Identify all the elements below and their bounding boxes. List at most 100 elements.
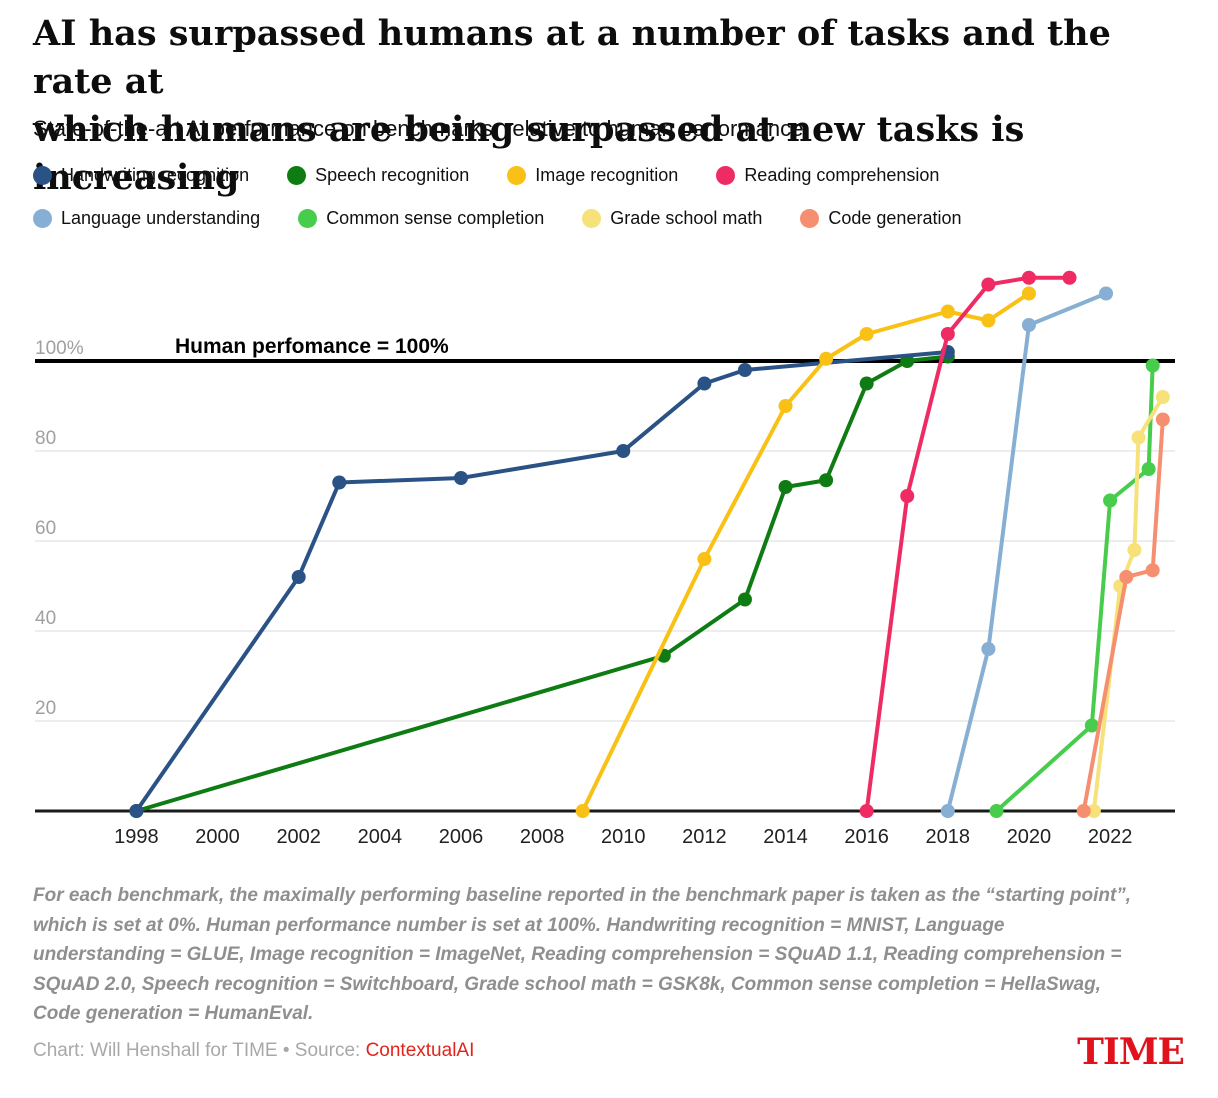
y-tick-label-60: 60 bbox=[35, 518, 56, 539]
series-line-grade-school-math bbox=[1091, 395, 1165, 813]
y-tick-label-80: 80 bbox=[35, 428, 56, 449]
time-logo: TIME bbox=[1077, 1031, 1185, 1073]
series-handwriting-recognition bbox=[129, 345, 955, 818]
legend-dot-icon bbox=[507, 166, 527, 185]
data-point-handwriting-recognition-2002 bbox=[291, 570, 306, 584]
footnote-line: understanding = GLUE, Image recognition … bbox=[33, 944, 1122, 965]
legend-label: Grade school math bbox=[610, 208, 763, 228]
data-point-common-sense-completion-2022.95 bbox=[1141, 462, 1156, 476]
data-point-language-understanding-2021.9 bbox=[1099, 286, 1114, 301]
data-point-reading-comprehension-2020 bbox=[1021, 270, 1036, 285]
credit-prefix: Chart: Will Henshall for TIME • Source: bbox=[33, 1040, 366, 1061]
x-tick-label-2020: 2020 bbox=[1007, 826, 1052, 848]
legend-label: Handwriting recognition bbox=[61, 165, 250, 185]
data-point-code-generation-2021.35 bbox=[1076, 804, 1091, 818]
legend-label: Speech recognition bbox=[315, 165, 470, 185]
data-point-speech-recognition-2015 bbox=[819, 473, 834, 488]
legend-row-1: Handwriting recognition Speech recogniti… bbox=[33, 165, 939, 186]
data-point-image-recognition-2016 bbox=[859, 327, 874, 341]
series-line-speech-recognition bbox=[134, 354, 950, 813]
page-title-line1: AI has surpassed humans at a number of t… bbox=[33, 13, 1111, 102]
data-point-common-sense-completion-2021.55 bbox=[1084, 718, 1099, 733]
credit-line: Chart: Will Henshall for TIME • Source: … bbox=[33, 1040, 474, 1062]
legend-item-reading-comprehension: Reading comprehension bbox=[716, 165, 939, 186]
series-line-code-generation bbox=[1081, 417, 1165, 813]
data-point-image-recognition-2015 bbox=[819, 351, 834, 366]
source-link[interactable]: ContextualAI bbox=[365, 1040, 475, 1061]
y-tick-label-40: 40 bbox=[35, 608, 56, 629]
data-point-speech-recognition-2014 bbox=[778, 480, 793, 494]
series-line-handwriting-recognition bbox=[134, 350, 950, 813]
x-tick-label-2014: 2014 bbox=[763, 826, 808, 848]
data-point-reading-comprehension-2017 bbox=[900, 489, 915, 503]
y-tick-label-20: 20 bbox=[35, 698, 56, 719]
series-line-language-understanding bbox=[945, 291, 1109, 813]
footnote-line: For each benchmark, the maximally perfor… bbox=[33, 885, 1132, 906]
data-point-common-sense-completion-2019.2 bbox=[989, 804, 1004, 818]
chart-subtitle: State-of-the-art AI performance on bench… bbox=[33, 116, 804, 141]
data-point-handwriting-recognition-2003 bbox=[332, 475, 347, 490]
data-point-common-sense-completion-2022 bbox=[1103, 493, 1118, 508]
y-tick-label-100: 100% bbox=[35, 338, 84, 359]
x-tick-label-2022: 2022 bbox=[1088, 826, 1133, 848]
legend-item-grade-school-math: Grade school math bbox=[582, 208, 762, 229]
legend-dot-icon bbox=[582, 209, 602, 228]
series-language-understanding bbox=[940, 286, 1114, 818]
data-point-reading-comprehension-2018 bbox=[940, 327, 955, 341]
data-point-code-generation-2023.05 bbox=[1145, 563, 1160, 578]
page-title: AI has surpassed humans at a number of t… bbox=[33, 10, 1193, 202]
data-point-grade-school-math-2021.6 bbox=[1086, 804, 1101, 818]
x-tick-label-1998: 1998 bbox=[114, 826, 159, 848]
data-point-handwriting-recognition-2013 bbox=[737, 363, 752, 377]
data-point-speech-recognition-2013 bbox=[737, 592, 752, 607]
data-point-handwriting-recognition-2010 bbox=[616, 444, 631, 458]
series-image-recognition bbox=[575, 286, 1036, 818]
legend-dot-icon bbox=[287, 166, 307, 185]
data-point-grade-school-math-2022.7 bbox=[1131, 430, 1146, 445]
data-point-reading-comprehension-2019 bbox=[981, 277, 996, 292]
legend-dot-icon bbox=[298, 209, 318, 228]
legend-dot-icon bbox=[716, 166, 736, 185]
x-tick-label-2010: 2010 bbox=[601, 826, 646, 848]
data-point-code-generation-2022.4 bbox=[1119, 570, 1134, 584]
legend-item-common-sense-completion: Common sense completion bbox=[298, 208, 544, 229]
series-line-common-sense-completion bbox=[994, 363, 1155, 813]
data-point-image-recognition-2012 bbox=[697, 552, 712, 566]
data-point-grade-school-math-2023.3 bbox=[1155, 390, 1170, 404]
footnote-line: SQuAD 2.0, Speech recognition = Switchbo… bbox=[33, 973, 1101, 995]
legend-item-code-generation: Code generation bbox=[800, 208, 961, 229]
data-point-image-recognition-2014 bbox=[778, 399, 793, 413]
footnote-line: Code generation = HumanEval. bbox=[33, 1003, 314, 1024]
legend-label: Image recognition bbox=[535, 165, 679, 185]
data-point-handwriting-recognition-1998 bbox=[129, 804, 144, 818]
legend-row-2: Language understanding Common sense comp… bbox=[33, 208, 961, 229]
data-point-handwriting-recognition-2006 bbox=[453, 471, 468, 485]
x-tick-label-2004: 2004 bbox=[358, 826, 403, 848]
data-point-language-understanding-2020 bbox=[1021, 318, 1036, 332]
human-performance-annotation: Human perfomance = 100% bbox=[175, 335, 449, 358]
x-tick-label-2012: 2012 bbox=[682, 826, 727, 848]
x-tick-label-2006: 2006 bbox=[439, 826, 484, 848]
legend-item-image-recognition: Image recognition bbox=[507, 165, 678, 186]
legend-item-speech-recognition: Speech recognition bbox=[287, 165, 469, 186]
data-point-reading-comprehension-2016 bbox=[859, 804, 874, 818]
legend-label: Language understanding bbox=[61, 208, 261, 228]
footnote: For each benchmark, the maximally perfor… bbox=[33, 881, 1191, 1029]
legend-dot-icon bbox=[33, 209, 52, 228]
series-reading-comprehension bbox=[859, 270, 1077, 818]
data-point-common-sense-completion-2023.05 bbox=[1145, 358, 1160, 373]
x-tick-label-2016: 2016 bbox=[844, 826, 889, 848]
data-point-code-generation-2023.3 bbox=[1155, 412, 1170, 427]
x-tick-label-2002: 2002 bbox=[276, 826, 321, 848]
legend-label: Code generation bbox=[828, 208, 962, 228]
data-point-image-recognition-2020 bbox=[1021, 286, 1036, 301]
x-tick-label-2018: 2018 bbox=[926, 826, 971, 848]
data-point-language-understanding-2018 bbox=[940, 804, 955, 818]
series-line-image-recognition bbox=[580, 291, 1031, 813]
series-common-sense-completion bbox=[989, 358, 1160, 818]
data-point-grade-school-math-2022.6 bbox=[1127, 543, 1142, 557]
series-speech-recognition bbox=[129, 349, 955, 818]
legend-label: Reading comprehension bbox=[744, 165, 940, 185]
